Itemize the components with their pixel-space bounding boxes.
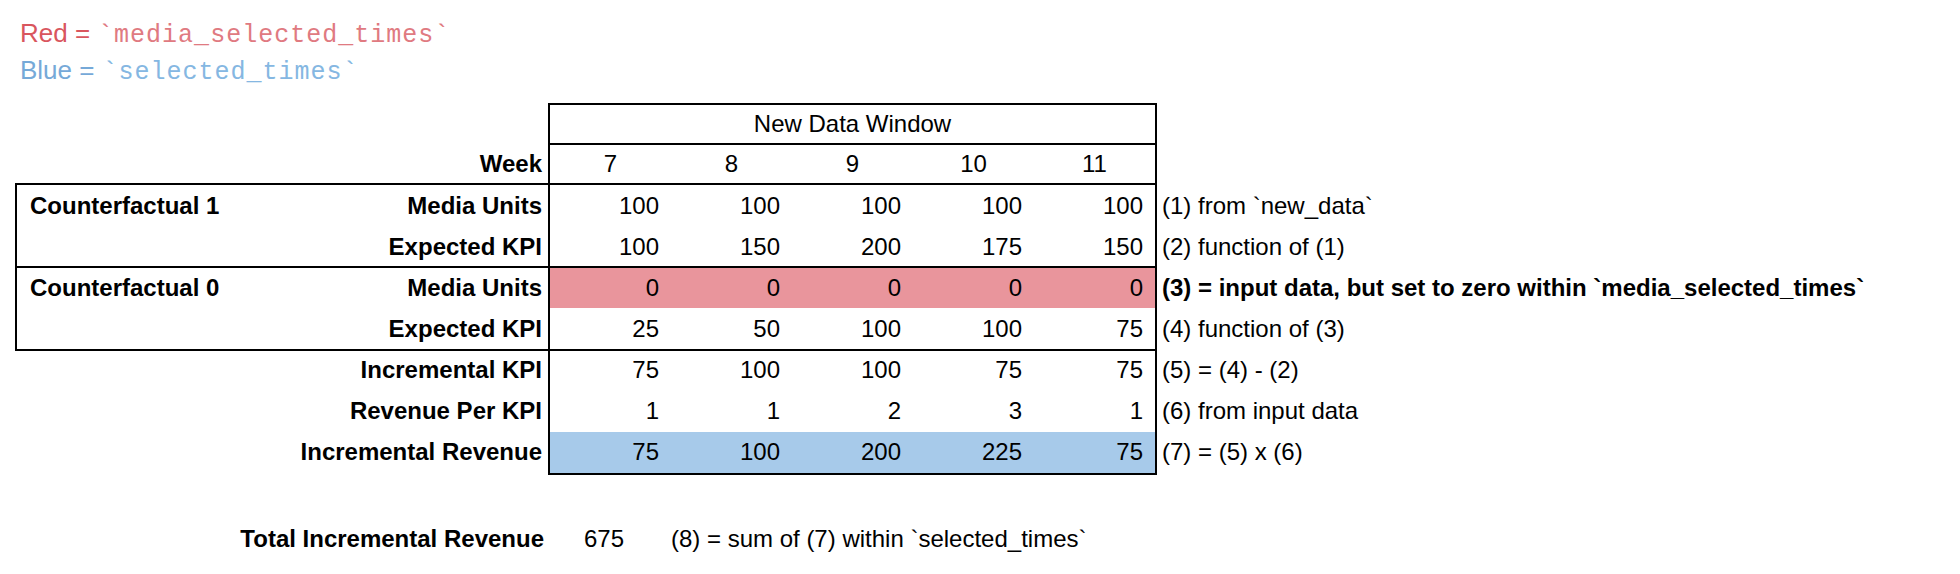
row-label-incremental-revenue: Incremental Revenue <box>0 432 542 473</box>
table-cell: 75 <box>550 432 671 473</box>
legend-blue-prefix: Blue = <box>20 55 94 85</box>
table-cell: 100 <box>913 185 1034 226</box>
table-cell: 100 <box>792 185 913 226</box>
annotation-3: (3) = input data, but set to zero within… <box>1162 267 1864 308</box>
annotation-6: (6) from input data <box>1162 391 1864 432</box>
row-label-revenue-per-kpi: Revenue Per KPI <box>0 391 542 432</box>
table-row-incremental-revenue-highlighted-blue: 75 100 200 225 75 <box>550 432 1155 473</box>
table-cell: 0 <box>913 267 1034 308</box>
table-cell: 1 <box>1034 391 1155 432</box>
annotations-column: (1) from `new_data` (2) function of (1) … <box>1162 185 1864 473</box>
table-cell: 100 <box>913 308 1034 349</box>
row-label-incremental-kpi: Incremental KPI <box>0 350 542 391</box>
table-cell: 100 <box>1034 185 1155 226</box>
total-incremental-revenue-value: 675 <box>556 521 652 557</box>
table-cell: 100 <box>550 226 671 267</box>
annotation-1: (1) from `new_data` <box>1162 185 1864 226</box>
table-cell: 75 <box>550 350 671 391</box>
week-cell: 11 <box>1034 145 1155 183</box>
table-cell: 100 <box>792 308 913 349</box>
table-cell: 75 <box>913 350 1034 391</box>
legend-red-code: `media_selected_times` <box>98 21 450 50</box>
group-label-counterfactual-0: Counterfactual 0 <box>30 267 219 308</box>
table-cell: 0 <box>792 267 913 308</box>
week-cell: 7 <box>550 145 671 183</box>
table-row-media-units-1: 100 100 100 100 100 <box>550 185 1155 226</box>
table-cell: 75 <box>1034 308 1155 349</box>
group-label-counterfactual-1: Counterfactual 1 <box>30 185 219 226</box>
week-cell: 8 <box>671 145 792 183</box>
table-row-expected-kpi-1: 100 150 200 175 150 <box>550 226 1155 267</box>
table-cell: 150 <box>1034 226 1155 267</box>
table-cell: 1 <box>550 391 671 432</box>
table-row-incremental-kpi: 75 100 100 75 75 <box>550 350 1155 391</box>
legend-red-prefix: Red = <box>20 18 90 48</box>
legend-blue-line: Blue = `selected_times` <box>20 53 450 90</box>
table-cell: 75 <box>1034 432 1155 473</box>
table-cell: 175 <box>913 226 1034 267</box>
legend: Red = `media_selected_times` Blue = `selec… <box>20 16 450 90</box>
table-cell: 2 <box>792 391 913 432</box>
annotation-8: (8) = sum of (7) within `selected_times` <box>671 521 1086 557</box>
table-row-media-units-0-highlighted-red: 0 0 0 0 0 <box>550 267 1155 308</box>
new-data-window-header: New Data Window <box>548 103 1157 145</box>
table-cell: 200 <box>792 226 913 267</box>
total-incremental-revenue-label: Total Incremental Revenue <box>0 521 544 557</box>
week-cell: 10 <box>913 145 1034 183</box>
table-cell: 100 <box>671 350 792 391</box>
table-cell: 0 <box>550 267 671 308</box>
table-cell: 50 <box>671 308 792 349</box>
table-cell: 100 <box>550 185 671 226</box>
table-cell: 100 <box>792 350 913 391</box>
table-cell: 75 <box>1034 350 1155 391</box>
new-data-window-title: New Data Window <box>754 110 951 138</box>
table-cell: 0 <box>671 267 792 308</box>
table-cell: 25 <box>550 308 671 349</box>
legend-red-line: Red = `media_selected_times` <box>20 16 450 53</box>
table-row-expected-kpi-0: 25 50 100 100 75 <box>550 308 1155 349</box>
row-separator <box>548 349 1157 351</box>
annotation-4: (4) function of (3) <box>1162 308 1864 349</box>
table-cell: 0 <box>1034 267 1155 308</box>
table-cell: 150 <box>671 226 792 267</box>
table-cell: 100 <box>671 185 792 226</box>
annotation-5: (5) = (4) - (2) <box>1162 350 1864 391</box>
data-table-body: 100 100 100 100 100 100 150 200 175 150 … <box>548 183 1157 475</box>
table-cell: 200 <box>792 432 913 473</box>
legend-blue-code: `selected_times` <box>102 58 358 87</box>
annotation-2: (2) function of (1) <box>1162 226 1864 267</box>
week-cell: 9 <box>792 145 913 183</box>
table-cell: 1 <box>671 391 792 432</box>
table-cell: 225 <box>913 432 1034 473</box>
table-cell: 100 <box>671 432 792 473</box>
week-header-label: Week <box>0 145 542 183</box>
figure-canvas: Red = `media_selected_times` Blue = `selec… <box>0 0 1960 574</box>
table-cell: 3 <box>913 391 1034 432</box>
annotation-7: (7) = (5) x (6) <box>1162 432 1864 473</box>
row-separator <box>548 266 1157 268</box>
week-row: 7 8 9 10 11 <box>548 145 1157 183</box>
table-row-revenue-per-kpi: 1 1 2 3 1 <box>550 391 1155 432</box>
